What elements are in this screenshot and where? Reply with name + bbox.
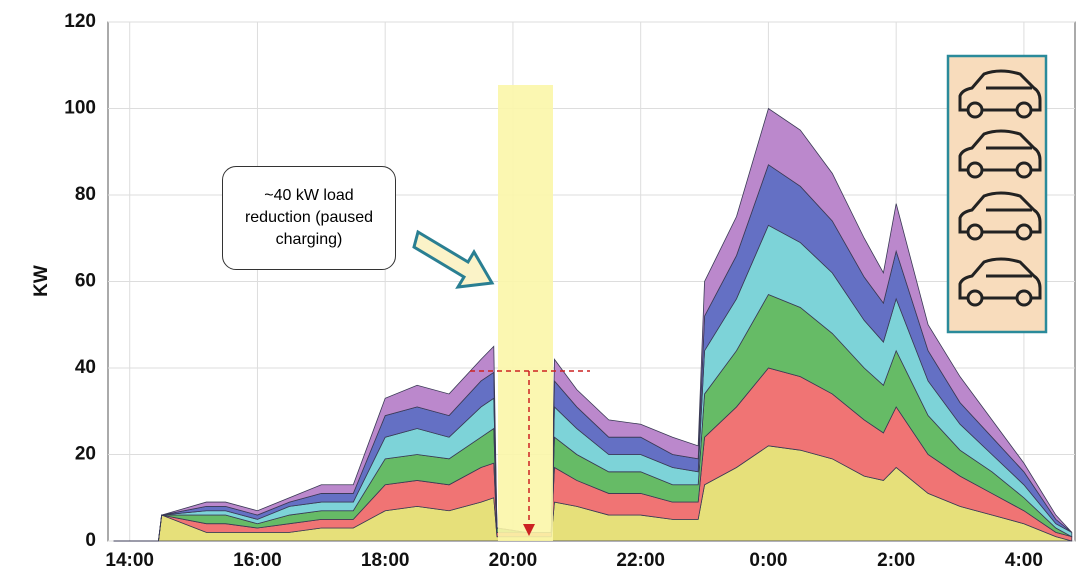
car-wheel	[1015, 223, 1033, 241]
y-tick-label: 80	[75, 184, 96, 205]
car-wheel	[1015, 101, 1033, 119]
reduction-arrowhead	[523, 524, 535, 536]
car-wheel	[1015, 289, 1033, 307]
x-tick-label: 18:00	[361, 550, 410, 571]
x-tick-label: 2:00	[877, 550, 915, 571]
callout-arrow	[412, 229, 495, 289]
x-tick-label: 14:00	[105, 550, 154, 571]
x-tick-label: 20:00	[489, 550, 538, 571]
car-icon	[958, 191, 1042, 234]
car-wheel	[966, 161, 984, 179]
car-wheel	[1015, 161, 1033, 179]
y-axis-label: KW	[31, 265, 52, 297]
car-icon	[958, 129, 1042, 172]
y-tick-label: 120	[64, 11, 96, 32]
y-tick-label: 40	[75, 357, 96, 378]
y-tick-label: 0	[85, 530, 96, 551]
annotation: ~40 kW load reduction (paused charging)	[222, 166, 396, 270]
pause-highlight	[498, 85, 553, 541]
car-icon	[958, 257, 1042, 300]
car-wheel	[966, 223, 984, 241]
car-wheel	[966, 101, 984, 119]
y-tick-label: 60	[75, 271, 96, 292]
x-tick-label: 16:00	[233, 550, 282, 571]
car-icon	[958, 69, 1042, 112]
car-wheel	[966, 289, 984, 307]
y-tick-label: 100	[64, 98, 96, 119]
y-tick-label: 20	[75, 444, 96, 465]
x-tick-label: 4:00	[1005, 550, 1043, 571]
reduction-line	[470, 370, 590, 527]
car-panel	[946, 54, 1048, 334]
stacked-area	[113, 107, 1073, 542]
x-tick-label: 0:00	[749, 550, 787, 571]
x-tick-label: 22:00	[616, 550, 665, 571]
